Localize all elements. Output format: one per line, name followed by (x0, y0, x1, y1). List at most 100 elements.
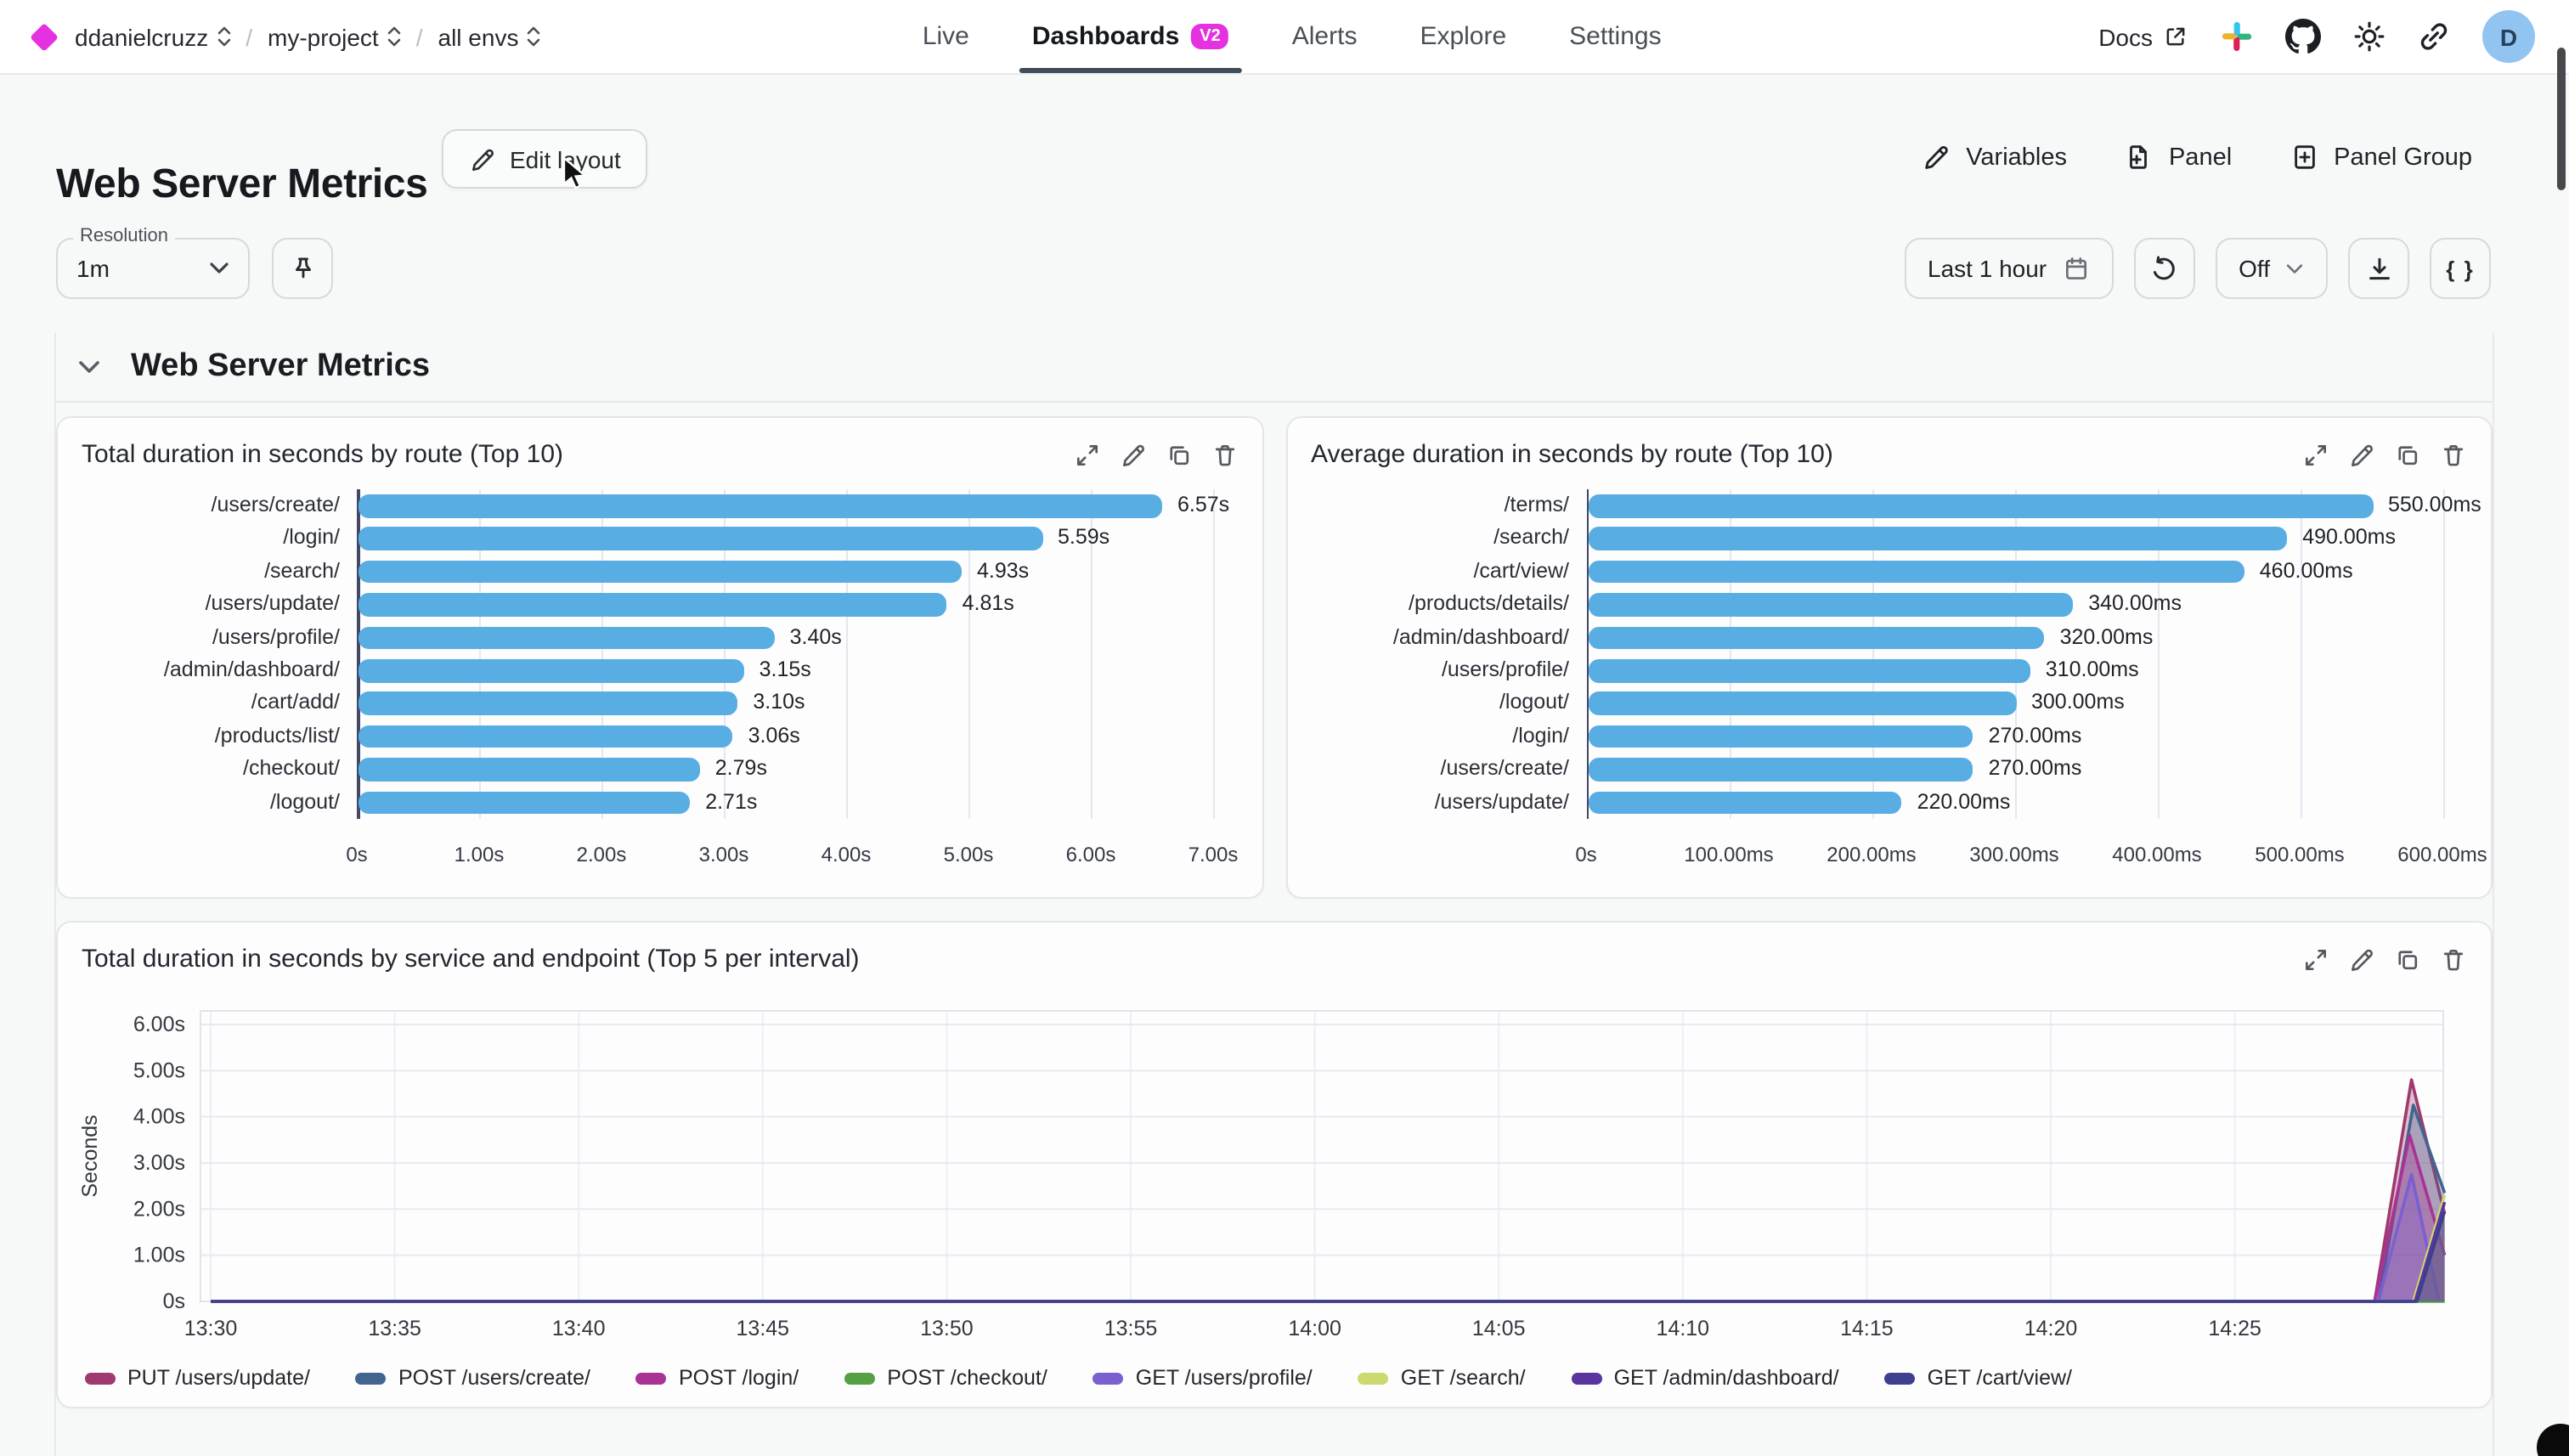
tab-explore[interactable]: Explore (1420, 22, 1507, 51)
x-tick-label: 600.00ms (2397, 843, 2487, 866)
download-button[interactable] (2348, 238, 2409, 299)
tab-dashboards[interactable]: Dashboards V2 (1018, 0, 1243, 73)
legend-label: POST /login/ (678, 1366, 799, 1390)
edit-panel-icon[interactable] (2348, 945, 2375, 973)
tab-alerts[interactable]: Alerts (1291, 22, 1358, 51)
legend-swatch-icon (1358, 1372, 1389, 1384)
area-chart-duration-timeseries[interactable]: 0s 1.00s 2.00s 3.00s 4.00s 5.00s 6.00s Seconds 1… (58, 984, 2491, 1356)
refresh-button[interactable] (2133, 238, 2195, 299)
bar[interactable] (1588, 593, 2074, 617)
bar[interactable] (359, 494, 1162, 517)
bar[interactable] (359, 758, 700, 782)
breadcrumb-org-selector[interactable]: ddanielcruzz (75, 23, 230, 50)
delete-panel-icon[interactable] (1211, 441, 1238, 468)
download-icon (2369, 257, 2389, 279)
legend-item[interactable]: GET /admin/dashboard/ (1571, 1366, 1839, 1390)
pin-resolution-button[interactable] (272, 238, 333, 299)
github-icon[interactable] (2285, 19, 2321, 54)
expand-panel-icon[interactable] (2302, 945, 2329, 973)
add-panel-button[interactable]: Panel (2125, 143, 2232, 172)
bar[interactable] (359, 626, 775, 650)
bar[interactable] (1588, 494, 2373, 517)
x-tick-label: 5.00s (943, 843, 994, 866)
chevron-down-icon (2286, 263, 2303, 273)
legend-item[interactable]: GET /search/ (1358, 1366, 1526, 1390)
user-avatar[interactable]: D (2482, 10, 2535, 63)
brand-logo-icon[interactable] (30, 22, 59, 51)
bar[interactable] (1588, 791, 1902, 815)
x-tick-label: 7.00s (1188, 843, 1239, 866)
delete-panel-icon[interactable] (2440, 441, 2467, 468)
share-link-icon[interactable] (2418, 20, 2450, 53)
category-label: /users/create/ (1440, 756, 1569, 781)
bar[interactable] (1588, 527, 2288, 550)
breadcrumb-project-selector[interactable]: my-project (268, 23, 401, 50)
bar[interactable] (1588, 691, 2016, 715)
legend-label: PUT /users/update/ (127, 1366, 310, 1390)
variables-button[interactable]: Variables (1922, 143, 2067, 172)
add-panel-group-button[interactable]: Panel Group (2290, 143, 2472, 172)
delete-panel-icon[interactable] (2440, 945, 2467, 973)
legend-item[interactable]: GET /cart/view/ (1884, 1366, 2072, 1390)
bar[interactable] (359, 691, 738, 715)
edit-panel-icon[interactable] (2348, 441, 2375, 468)
bar[interactable] (1588, 560, 2244, 584)
select-arrows-icon (387, 25, 401, 48)
duplicate-panel-icon[interactable] (1165, 441, 1192, 468)
tab-live[interactable]: Live (922, 22, 969, 51)
bar[interactable] (1588, 758, 1973, 782)
bar[interactable] (1588, 659, 2030, 682)
category-label: /login/ (1512, 723, 1569, 748)
bar[interactable] (359, 560, 962, 584)
svg-text:13:40: 13:40 (552, 1317, 606, 1340)
bar[interactable] (359, 725, 733, 748)
expand-panel-icon[interactable] (1073, 441, 1100, 468)
json-view-button[interactable]: { } (2430, 238, 2491, 299)
legend-item[interactable]: PUT /users/update/ (85, 1366, 310, 1390)
bar[interactable] (1588, 626, 2045, 650)
edit-layout-button[interactable]: Edit layout (442, 129, 648, 189)
bar-value-label: 6.57s (1177, 493, 1230, 516)
x-gridline (1872, 489, 1873, 819)
panel-toolbar (2302, 945, 2467, 973)
panel-group-body: Total duration in seconds by route (Top … (56, 403, 2493, 1408)
docs-link[interactable]: Docs (2098, 23, 2188, 50)
bar[interactable] (359, 659, 744, 682)
panel-group-header[interactable]: Web Server Metrics (56, 333, 2493, 403)
x-gridline (1213, 489, 1215, 819)
area-chart-svg[interactable]: 0s 1.00s 2.00s 3.00s 4.00s 5.00s 6.00s Seconds 1… (58, 984, 2494, 1347)
edit-layout-label: Edit layout (510, 145, 621, 172)
bar[interactable] (359, 593, 947, 617)
legend-item[interactable]: POST /users/create/ (355, 1366, 590, 1390)
tab-settings[interactable]: Settings (1569, 22, 1662, 51)
breadcrumb-env-selector[interactable]: all envs (438, 23, 541, 50)
bar-value-label: 4.81s (962, 591, 1014, 616)
edit-panel-icon[interactable] (1119, 441, 1146, 468)
x-tick-label: 200.00ms (1827, 843, 1917, 866)
duplicate-panel-icon[interactable] (2394, 441, 2421, 468)
page-title: Web Server Metrics (56, 161, 428, 208)
bar[interactable] (1588, 725, 1973, 748)
square-plus-icon (2294, 145, 2314, 169)
legend-item[interactable]: POST /checkout/ (844, 1366, 1047, 1390)
x-gridline (724, 489, 726, 819)
slack-icon[interactable] (2221, 20, 2253, 53)
bar[interactable] (359, 527, 1042, 550)
legend-item[interactable]: POST /login/ (635, 1366, 799, 1390)
duplicate-panel-icon[interactable] (2394, 945, 2421, 973)
expand-panel-icon[interactable] (2302, 441, 2329, 468)
page-scrollbar-thumb[interactable] (2557, 48, 2566, 190)
time-range-button[interactable]: Last 1 hour (1904, 238, 2114, 299)
svg-text:13:30: 13:30 (184, 1317, 238, 1340)
panel-toolbar (1073, 441, 1238, 468)
panel-total-duration-by-route: Total duration in seconds by route (Top … (56, 416, 1263, 899)
bar-value-label: 340.00ms (2088, 591, 2182, 616)
bar[interactable] (359, 791, 691, 815)
svg-text:14:15: 14:15 (1840, 1317, 1894, 1340)
legend-item[interactable]: GET /users/profile/ (1093, 1366, 1313, 1390)
resolution-select[interactable]: Resolution 1m (56, 226, 250, 299)
x-tick-label: 4.00s (821, 843, 872, 866)
theme-toggle-icon[interactable] (2353, 20, 2386, 53)
auto-refresh-select[interactable]: Off (2215, 238, 2328, 299)
